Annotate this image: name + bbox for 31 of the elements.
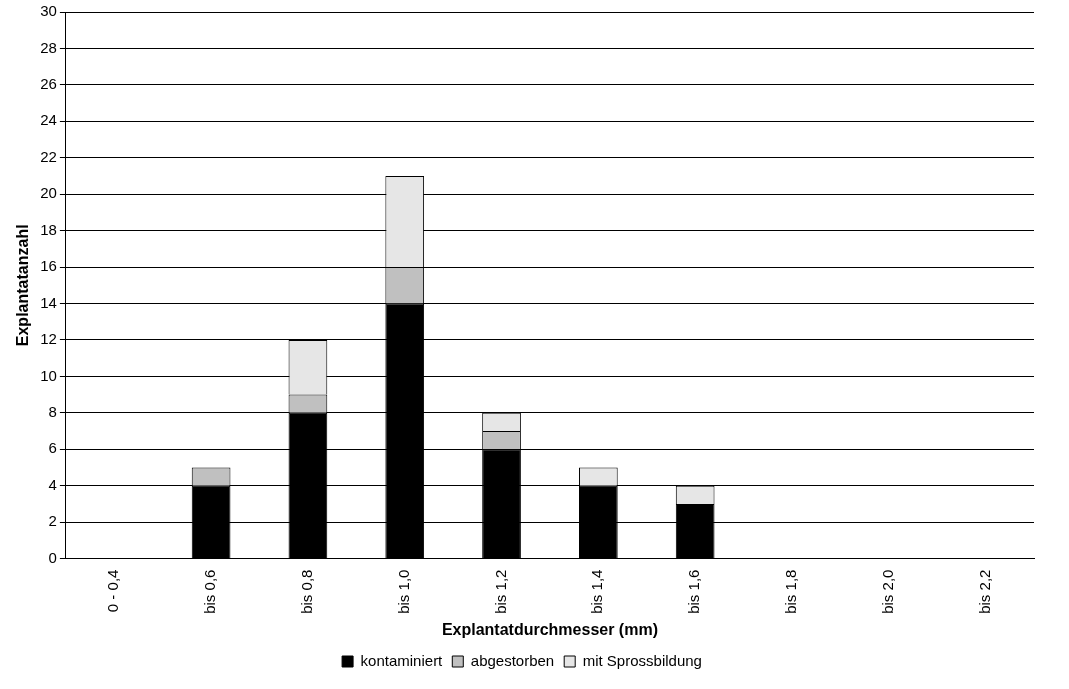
x-tick-label: bis 1,4 [588,569,606,614]
x-tick-label: bis 0,8 [298,569,316,614]
legend-label: abgestorben [470,651,555,669]
y-tick-label: 22 [40,147,57,165]
x-tick-label: bis 2,2 [975,569,993,614]
y-tick-label: 28 [40,38,57,56]
legend-label: kontaminiert [360,651,444,669]
y-tick-label: 14 [40,293,57,311]
y-axis-title: Explantatanzahl [14,224,32,347]
y-tick-label: 2 [48,512,57,530]
y-tick-label: 18 [40,220,57,238]
y-tick-label: 4 [48,475,57,493]
x-tick-label: bis 2,0 [878,569,896,614]
x-tick-label: bis 0,6 [201,569,219,614]
x-tick-label: 0 - 0,4 [104,569,122,613]
legend-label: mit Sprossbildung [582,651,702,669]
y-tick-label: 20 [40,184,57,202]
x-tick-label: bis 1,0 [394,569,412,614]
x-tick-label: bis 1,8 [782,569,800,614]
y-tick-label: 8 [48,402,57,420]
x-tick-label: bis 1,6 [685,569,703,614]
x-axis-title: Explantatdurchmesser (mm) [441,620,658,638]
y-tick-label: 16 [40,257,57,275]
y-tick-label: 24 [40,111,57,129]
y-tick-label: 6 [48,439,57,457]
y-tick-label: 10 [40,366,57,384]
y-tick-label: 12 [40,330,57,348]
y-tick-label: 30 [40,2,57,20]
y-tick-label: 0 [48,548,57,566]
y-tick-label: 26 [40,75,57,93]
x-tick-label: bis 1,2 [491,569,509,614]
